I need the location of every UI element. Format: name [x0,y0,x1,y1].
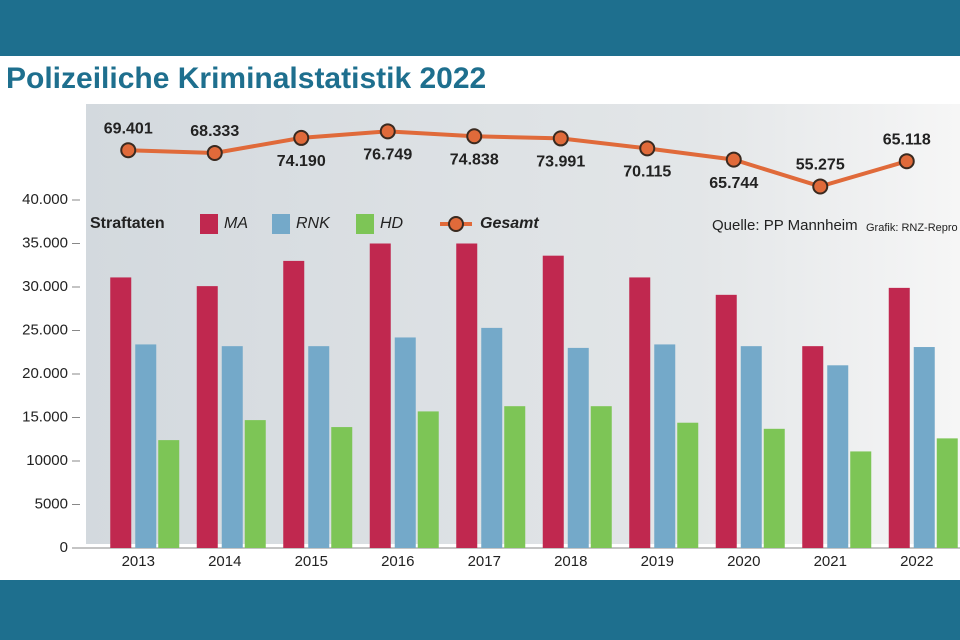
legend-label: Gesamt [480,215,539,232]
bar [244,420,266,548]
total-marker [120,142,137,159]
bottom-band [0,580,960,640]
bar [629,277,651,548]
x-tick-label: 2018 [554,553,587,570]
legend-label: RNK [296,215,331,232]
bar [158,440,180,548]
bar [802,346,824,548]
chart-title: Polizeiliche Kriminalstatistik 2022 [6,62,486,95]
legend-swatch [356,214,374,234]
bar [763,428,785,548]
value-label: 65.744 [709,175,758,192]
bar [196,286,218,548]
total-marker [552,130,569,147]
total-marker [466,128,483,145]
total-marker [293,129,310,146]
x-tick-label: 2014 [208,553,241,570]
legend-swatch [200,214,218,234]
bar [913,347,935,548]
x-tick-label: 2019 [641,553,674,570]
source: Quelle: PP Mannheim [712,217,858,234]
x-tick-label: 2013 [122,553,155,570]
bar [590,406,612,548]
legend-swatch [272,214,290,234]
total-marker [725,151,742,168]
bar [936,438,958,548]
total-line [128,129,908,189]
value-label: 68.333 [190,123,239,140]
bar [331,427,353,548]
value-label: 76.749 [363,147,412,164]
legend-title: Straftaten [90,215,165,232]
value-label: 70.115 [623,164,671,181]
total-marker [898,153,915,170]
legend-label: HD [380,215,404,232]
y-tick-label: 5000 [35,495,68,512]
bar [715,294,737,548]
total-marker [639,140,656,157]
value-label: 74.190 [277,153,326,170]
bar [283,260,305,548]
total-marker [206,144,223,161]
value-label: 74.838 [450,151,499,168]
x-tick-label: 2015 [295,553,328,570]
title-band [0,56,960,104]
bar [456,243,478,548]
bar [677,422,699,548]
bar [888,287,910,548]
y-tick-label: 15.000 [22,408,68,425]
legend-label: MA [224,215,248,232]
value-label: 69.401 [104,120,153,137]
bar [308,346,330,548]
x-tick-label: 2017 [468,553,501,570]
bar [740,346,762,548]
x-tick-label: 2016 [381,553,414,570]
total-marker [379,123,396,140]
x-tick-label: 2022 [900,553,933,570]
legend-marker [448,216,464,232]
value-label: 65.118 [883,131,931,148]
y-tick-label: 30.000 [22,278,68,295]
y-tick-label: 25.000 [22,321,68,338]
value-label: 55.275 [796,157,845,174]
bar [567,347,589,548]
y-tick-label: 20.000 [22,365,68,382]
bar [135,344,157,548]
total-marker [812,178,829,195]
bar [221,346,243,548]
bar [542,255,564,548]
y-tick-label: 40.000 [22,191,68,208]
x-tick-label: 2020 [727,553,760,570]
bar [504,406,526,548]
bar [827,365,849,548]
y-tick-label: 0 [60,539,68,556]
bar [481,327,503,548]
bar [369,243,391,548]
x-tick-label: 2021 [814,553,847,570]
bar [850,451,872,548]
bar [394,337,416,548]
bar [417,411,439,548]
bar [110,277,132,548]
credit: Grafik: RNZ-Repro [866,222,958,234]
top-band [0,0,960,56]
bar [654,344,676,548]
y-tick-label: 35.000 [22,234,68,251]
y-tick-label: 10000 [26,452,68,469]
value-label: 73.991 [536,154,585,171]
